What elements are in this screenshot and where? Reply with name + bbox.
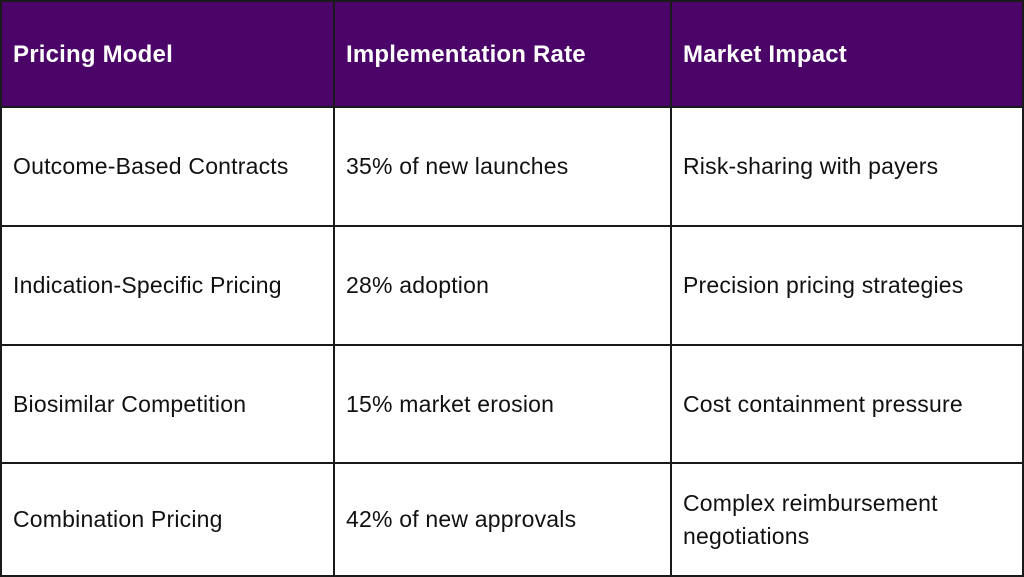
cell-pricing-model: Biosimilar Competition — [0, 344, 333, 462]
header-market-impact: Market Impact — [670, 0, 1024, 106]
cell-market-impact: Risk-sharing with payers — [670, 106, 1024, 225]
cell-pricing-model: Combination Pricing — [0, 462, 333, 577]
cell-implementation-rate: 28% adoption — [333, 225, 670, 344]
cell-pricing-model: Indication-Specific Pricing — [0, 225, 333, 344]
cell-market-impact: Cost containment pressure — [670, 344, 1024, 462]
cell-pricing-model: Outcome-Based Contracts — [0, 106, 333, 225]
cell-market-impact: Complex reimbursement negotiations — [670, 462, 1024, 577]
cell-market-impact: Precision pricing strategies — [670, 225, 1024, 344]
header-implementation-rate: Implementation Rate — [333, 0, 670, 106]
cell-implementation-rate: 35% of new launches — [333, 106, 670, 225]
cell-implementation-rate: 42% of new approvals — [333, 462, 670, 577]
header-pricing-model: Pricing Model — [0, 0, 333, 106]
cell-implementation-rate: 15% market erosion — [333, 344, 670, 462]
